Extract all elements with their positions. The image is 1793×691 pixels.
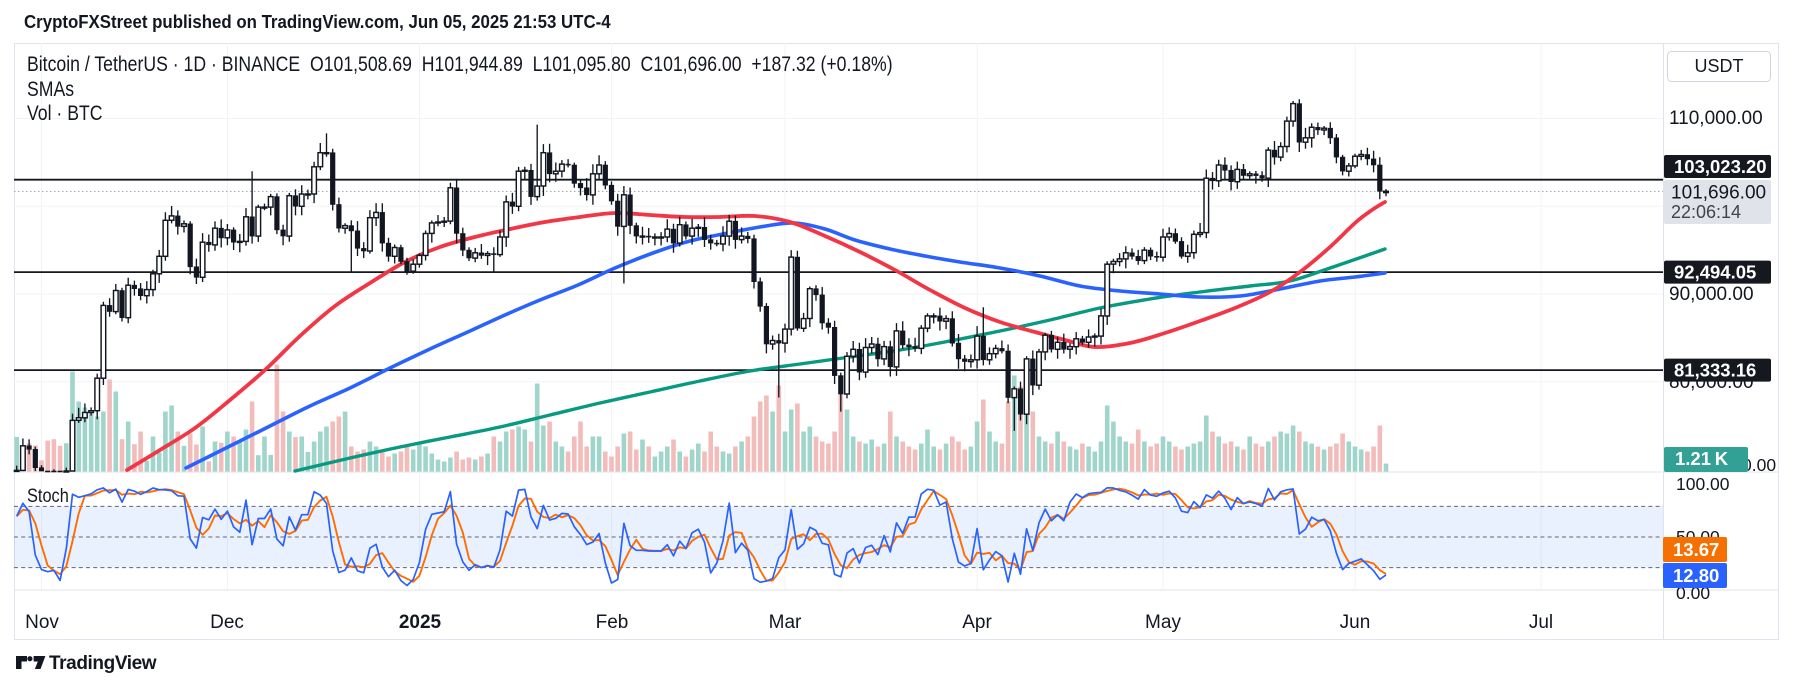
svg-text:Apr: Apr <box>962 612 992 633</box>
svg-text:22:06:14: 22:06:14 <box>1671 202 1741 222</box>
svg-text:12.80: 12.80 <box>1673 565 1719 586</box>
svg-text:110,000.00: 110,000.00 <box>1669 108 1763 129</box>
svg-text:90,000.00: 90,000.00 <box>1669 284 1754 305</box>
svg-text:1.21 K: 1.21 K <box>1675 448 1729 469</box>
svg-text:TradingView: TradingView <box>49 653 157 674</box>
svg-text:Feb: Feb <box>596 612 629 633</box>
svg-text:Nov: Nov <box>25 612 59 633</box>
svg-text:Mar: Mar <box>769 612 802 633</box>
svg-text:92,494.05: 92,494.05 <box>1674 262 1756 283</box>
svg-text:101,696.00: 101,696.00 <box>1671 183 1766 204</box>
svg-text:USDT: USDT <box>1695 56 1744 76</box>
svg-text:0.00: 0.00 <box>1742 455 1776 475</box>
svg-text:103,023.20: 103,023.20 <box>1674 156 1767 177</box>
svg-text:Jul: Jul <box>1529 612 1553 633</box>
svg-text:13.67: 13.67 <box>1673 539 1719 560</box>
svg-text:100.00: 100.00 <box>1676 474 1730 494</box>
svg-text:81,333.16: 81,333.16 <box>1674 360 1756 381</box>
svg-text:Dec: Dec <box>210 612 244 633</box>
svg-text:May: May <box>1145 612 1181 633</box>
svg-text:Jun: Jun <box>1340 612 1371 633</box>
svg-text:2025: 2025 <box>399 612 442 633</box>
